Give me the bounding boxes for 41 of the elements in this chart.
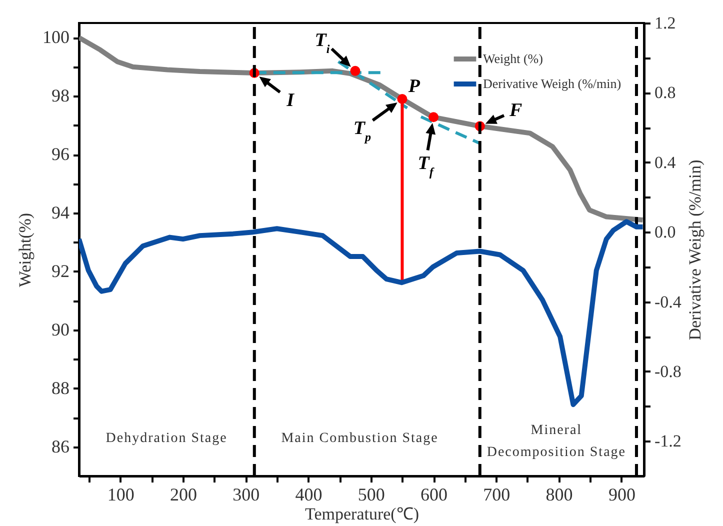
y-tick-label: 90 — [52, 319, 70, 340]
y-tick-label: 96 — [52, 144, 70, 164]
annotation: Mineral Decomposition Stage — [486, 422, 626, 460]
y2-tick-label: 1.2 — [654, 14, 676, 32]
x-tick-label: 200 — [170, 484, 197, 504]
point — [428, 112, 439, 122]
annotation: F — [508, 100, 523, 122]
x-tick-label: 500 — [358, 484, 385, 504]
point — [350, 66, 360, 76]
y2-tick-label: 0.4 — [654, 152, 676, 172]
y2-tick-label: -0.8 — [654, 362, 682, 381]
y-tick-label: 94 — [52, 202, 70, 222]
annotation: Dehydration Stage — [106, 431, 228, 446]
x-tick-label: 100 — [107, 484, 134, 504]
annotation: P — [407, 76, 420, 97]
y2-tick-label: 0.0 — [654, 222, 676, 242]
y2-tick-label: -0.4 — [654, 292, 682, 312]
y-axis-title: Weight(%) — [16, 212, 34, 288]
y2-axis-title: Derivative Weigh (%/min) — [685, 160, 704, 340]
y2-tick-label: -1.2 — [654, 432, 682, 451]
y2-tick-label: 0.8 — [654, 83, 676, 102]
x-tick-label: 600 — [420, 484, 448, 504]
annotation: T$_{f}$ — [418, 153, 434, 180]
x-axis-title: Temperature(℃) — [305, 504, 419, 524]
y-tick-label: 100 — [42, 27, 70, 48]
legend-label: Derivative Weigh (%/min) — [483, 76, 622, 91]
annotation: Main Combustion Stage — [281, 431, 438, 446]
x-tick-label: 700 — [483, 484, 510, 504]
annotation: T$_{i}$ — [314, 30, 330, 56]
annotation: I — [286, 90, 295, 111]
y-tick-label: 86 — [52, 436, 70, 456]
y-tick-label: 88 — [52, 378, 70, 398]
y-tick-label: 98 — [52, 86, 70, 106]
y-tick-label: 92 — [52, 260, 70, 281]
x-tick-label: 800 — [546, 484, 573, 504]
legend-label: Weight (%) — [483, 51, 543, 66]
x-tick-label: 300 — [232, 484, 260, 504]
x-tick-label: 900 — [608, 484, 636, 504]
point — [397, 94, 408, 104]
annotation: T$_{p}$ — [353, 118, 372, 144]
x-tick-label: 400 — [295, 484, 322, 504]
